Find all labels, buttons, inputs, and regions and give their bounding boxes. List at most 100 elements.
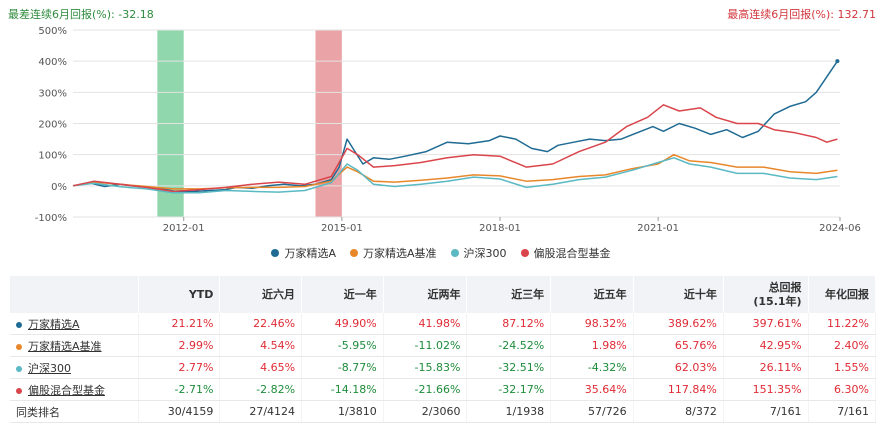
return-value: 397.61% bbox=[723, 313, 809, 335]
table-row: 万家精选A 21.21% 22.46% 49.90% 41.98% 87.12% 98.32… bbox=[10, 313, 877, 335]
column-header-label: YTD bbox=[188, 287, 214, 301]
y-tick-label: 100% bbox=[38, 151, 67, 162]
chart-legend: 万家精选A 万家精选A基准 沪深300 偏股混合型基金 bbox=[0, 245, 882, 261]
return-value: -8.77% bbox=[301, 356, 384, 379]
series-line-0 bbox=[72, 60, 839, 193]
fund-name-cell: 偏股混合型基金 bbox=[10, 378, 139, 401]
series-line-1 bbox=[72, 153, 838, 190]
return-value: -15.83% bbox=[383, 356, 468, 379]
column-header: YTD bbox=[138, 276, 221, 313]
rank-label: 同类排名 bbox=[10, 400, 139, 423]
fund-name-cell: 沪深300 bbox=[10, 356, 139, 379]
x-tick-label: 2024-06 bbox=[819, 223, 861, 232]
return-value: 35.64% bbox=[550, 378, 634, 401]
return-value: -4.32% bbox=[550, 356, 634, 379]
legend-item[interactable]: 偏股混合型基金 bbox=[520, 245, 611, 261]
fund-name-cell: 万家精选A基准 bbox=[10, 334, 139, 357]
column-header: 近一年 bbox=[301, 276, 384, 313]
table-body: 万家精选A 21.21% 22.46% 49.90% 41.98% 87.12% 98.32… bbox=[10, 313, 877, 423]
rank-row: 同类排名 30/4159 27/4124 1/3810 2/3060 1/1938 57/7… bbox=[10, 400, 877, 423]
legend-label: 偏股混合型基金 bbox=[533, 247, 611, 260]
return-value: -11.02% bbox=[383, 334, 468, 357]
series-marker bbox=[16, 387, 22, 394]
x-tick-label: 2021-01 bbox=[637, 223, 679, 232]
y-tick-label: 300% bbox=[38, 88, 67, 99]
column-header-label: 近六月 bbox=[262, 287, 296, 301]
table-header-row: YTD 近六月 近一年 近两年 近三年 近五年 近十年 总回报 (15.1年) 年化回报 bbox=[10, 276, 877, 313]
table-row: 偏股混合型基金 -2.71% -2.82% -14.18% -21.66% -32.17%… bbox=[10, 378, 877, 401]
series-line-2 bbox=[72, 157, 838, 194]
return-value: 49.90% bbox=[301, 313, 384, 335]
series-marker bbox=[16, 321, 22, 328]
return-value: 1.55% bbox=[808, 356, 877, 379]
return-value: 87.12% bbox=[466, 313, 552, 335]
table-row: 沪深300 2.77% 4.65% -8.77% -15.83% -32.51% -4.32… bbox=[10, 356, 877, 379]
fund-name-link[interactable]: 沪深300 bbox=[28, 361, 71, 375]
return-value: 6.30% bbox=[808, 378, 877, 401]
return-value: -2.71% bbox=[138, 378, 221, 401]
legend-item[interactable]: 万家精选A基准 bbox=[350, 245, 437, 261]
return-value: 4.65% bbox=[219, 356, 303, 379]
column-header bbox=[10, 276, 139, 313]
worst-6m-label: 最差连续6月回报(%): bbox=[8, 8, 115, 21]
column-header-label: 近三年 bbox=[511, 287, 545, 301]
y-tick-label: -100% bbox=[35, 213, 67, 224]
legend-marker bbox=[450, 249, 459, 257]
column-header: 近十年 bbox=[633, 276, 724, 313]
x-tick-label: 2018-01 bbox=[479, 223, 521, 232]
column-header-label: 近一年 bbox=[343, 287, 377, 301]
column-header-label: 年化回报 bbox=[825, 287, 869, 301]
return-value: -24.52% bbox=[466, 334, 552, 357]
return-value: 22.46% bbox=[219, 313, 303, 335]
rank-value: 30/4159 bbox=[138, 400, 221, 423]
return-value: 2.99% bbox=[138, 334, 221, 357]
y-tick-label: 400% bbox=[38, 57, 67, 68]
column-header-sublabel: (15.1年) bbox=[753, 294, 802, 308]
return-value: -32.51% bbox=[466, 356, 552, 379]
return-value: 41.98% bbox=[383, 313, 468, 335]
return-value: 11.22% bbox=[808, 313, 877, 335]
column-header: 年化回报 bbox=[808, 276, 877, 313]
column-header: 近五年 bbox=[550, 276, 634, 313]
legend-item[interactable]: 万家精选A bbox=[271, 245, 336, 261]
fund-name-link[interactable]: 万家精选A基准 bbox=[28, 339, 102, 353]
legend-marker bbox=[350, 249, 358, 257]
series-marker bbox=[16, 343, 22, 350]
return-value: -32.17% bbox=[466, 378, 552, 401]
return-value: 389.62% bbox=[633, 313, 724, 335]
legend-item[interactable]: 沪深300 bbox=[450, 245, 507, 261]
rank-value: 7/161 bbox=[723, 400, 809, 423]
rank-value: 1/3810 bbox=[301, 400, 384, 423]
column-header: 近三年 bbox=[466, 276, 552, 313]
return-value: 98.32% bbox=[550, 313, 634, 335]
rank-value: 1/1938 bbox=[466, 400, 552, 423]
return-value: 4.54% bbox=[219, 334, 303, 357]
legend-label: 万家精选A基准 bbox=[363, 247, 437, 260]
column-header-label: 近五年 bbox=[593, 287, 627, 301]
return-value: -5.95% bbox=[301, 334, 384, 357]
series-line-3 bbox=[72, 104, 838, 193]
return-value: 151.35% bbox=[723, 378, 809, 401]
performance-table: YTD 近六月 近一年 近两年 近三年 近五年 近十年 总回报 (15.1年) 年化回报 万家精选… bbox=[10, 276, 877, 423]
x-tick-label: 2015-01 bbox=[321, 223, 363, 232]
column-header: 近两年 bbox=[383, 276, 468, 313]
worst-6m-value: -32.18 bbox=[118, 8, 154, 21]
rank-value: 57/726 bbox=[550, 400, 634, 423]
fund-name-cell: 万家精选A bbox=[10, 313, 139, 335]
rank-value: 2/3060 bbox=[383, 400, 468, 423]
fund-name-link[interactable]: 偏股混合型基金 bbox=[28, 383, 105, 397]
return-value: 62.03% bbox=[633, 356, 724, 379]
return-value: 1.98% bbox=[550, 334, 634, 357]
column-header-label: 近十年 bbox=[683, 287, 717, 301]
y-tick-label: 500% bbox=[38, 26, 67, 37]
return-value: 26.11% bbox=[723, 356, 809, 379]
return-value: 2.77% bbox=[138, 356, 221, 379]
return-value: -2.82% bbox=[219, 378, 303, 401]
return-value: 2.40% bbox=[808, 334, 877, 357]
best-6m-value: 132.71 bbox=[837, 8, 877, 21]
fund-name-link[interactable]: 万家精选A bbox=[28, 317, 80, 331]
column-header-label: 总回报 bbox=[768, 280, 802, 294]
y-tick-label: 200% bbox=[38, 120, 67, 131]
x-tick-label: 2012-01 bbox=[163, 223, 205, 232]
return-value: 65.76% bbox=[633, 334, 724, 357]
